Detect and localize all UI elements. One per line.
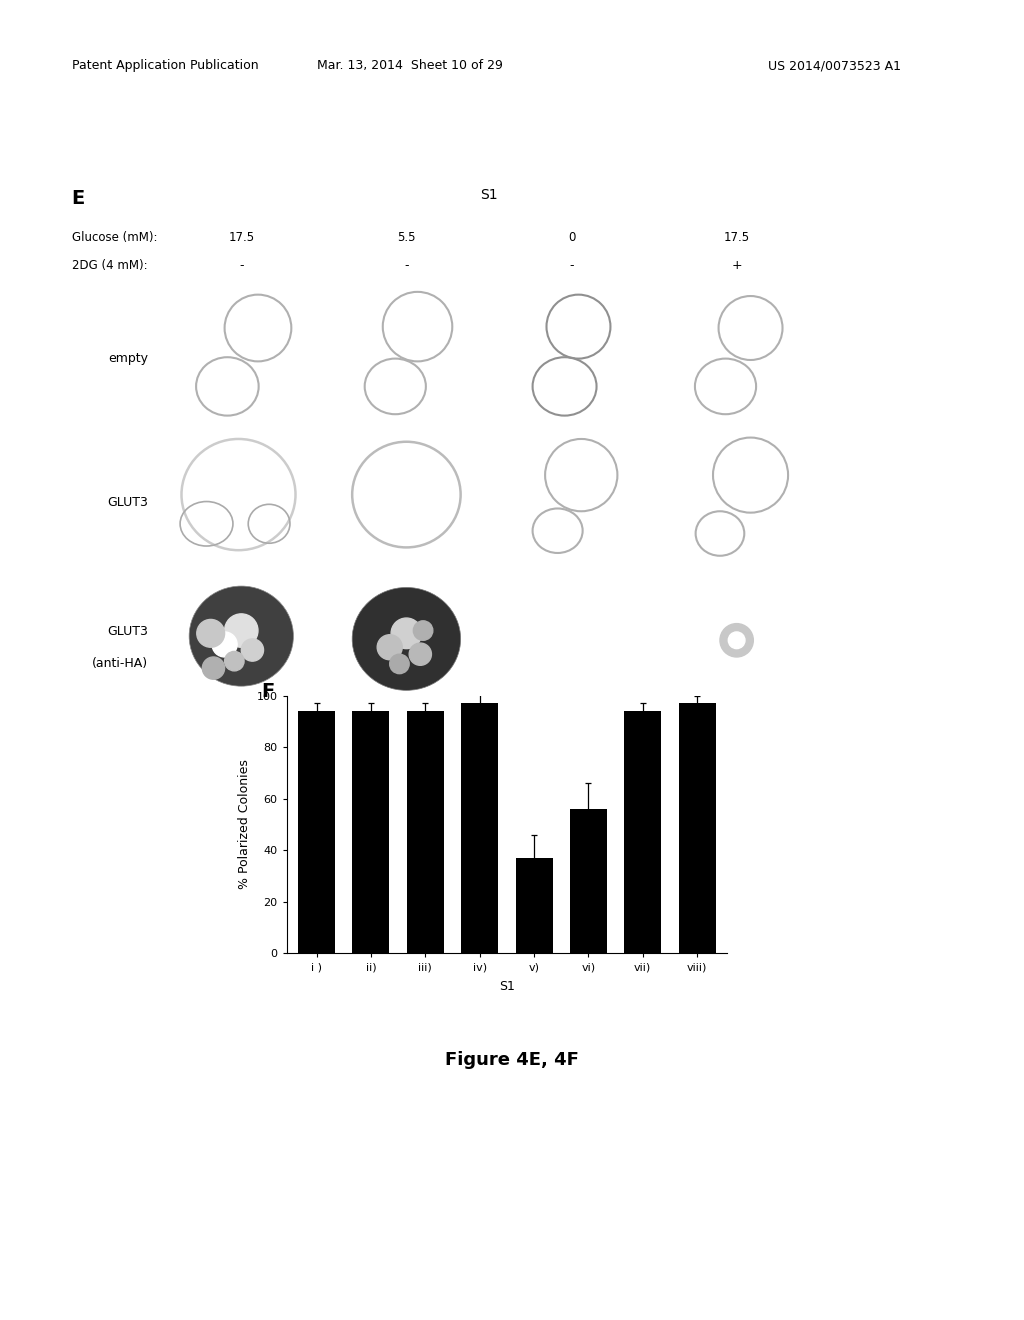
Text: GLUT3: GLUT3 xyxy=(108,496,148,510)
Circle shape xyxy=(720,623,754,657)
Bar xyxy=(570,809,607,953)
Ellipse shape xyxy=(189,586,294,686)
Circle shape xyxy=(728,632,745,648)
Circle shape xyxy=(197,619,224,647)
Circle shape xyxy=(410,643,431,665)
Text: i): i) xyxy=(177,294,184,305)
Y-axis label: % Polarized Colonies: % Polarized Colonies xyxy=(239,759,251,890)
Bar xyxy=(625,711,662,953)
Bar xyxy=(352,711,389,953)
Circle shape xyxy=(224,614,258,647)
Text: S1: S1 xyxy=(480,187,498,202)
Text: viii): viii) xyxy=(673,440,692,449)
Text: iii): iii) xyxy=(508,294,520,305)
Bar xyxy=(515,858,553,953)
Bar xyxy=(298,711,335,953)
Text: 5.5: 5.5 xyxy=(397,231,416,244)
Text: -: - xyxy=(569,259,573,272)
Text: ii): ii) xyxy=(342,294,352,305)
Text: GLUT3: GLUT3 xyxy=(108,624,148,638)
Text: 17.5: 17.5 xyxy=(228,231,254,244)
Bar xyxy=(407,711,443,953)
Bar xyxy=(679,704,716,953)
Text: +: + xyxy=(731,259,742,272)
Text: v): v) xyxy=(177,440,187,449)
Text: 0: 0 xyxy=(568,231,575,244)
Circle shape xyxy=(390,655,410,673)
Text: Figure 4E, 4F: Figure 4E, 4F xyxy=(445,1051,579,1069)
Text: F: F xyxy=(261,682,274,701)
Text: vi): vi) xyxy=(342,440,355,449)
Text: iv): iv) xyxy=(673,294,686,305)
Text: 17.5: 17.5 xyxy=(724,231,750,244)
Circle shape xyxy=(377,635,402,660)
Circle shape xyxy=(224,651,244,671)
Text: vii): vii) xyxy=(508,440,523,449)
Text: empty: empty xyxy=(109,352,148,366)
Text: S1: S1 xyxy=(499,979,515,993)
Circle shape xyxy=(212,632,238,657)
Text: Glucose (mM):: Glucose (mM): xyxy=(72,231,157,244)
Circle shape xyxy=(391,618,422,648)
Text: Mar. 13, 2014  Sheet 10 of 29: Mar. 13, 2014 Sheet 10 of 29 xyxy=(316,59,503,73)
Bar xyxy=(461,704,499,953)
Text: (anti-HA): (anti-HA) xyxy=(92,656,148,669)
Text: Patent Application Publication: Patent Application Publication xyxy=(72,59,258,73)
Text: 2DG (4 mM):: 2DG (4 mM): xyxy=(72,259,147,272)
Circle shape xyxy=(203,657,224,680)
Text: US 2014/0073523 A1: US 2014/0073523 A1 xyxy=(768,59,901,73)
Text: -: - xyxy=(404,259,409,272)
Ellipse shape xyxy=(352,587,461,690)
Circle shape xyxy=(242,639,263,661)
Circle shape xyxy=(414,620,433,640)
Text: E: E xyxy=(72,189,85,207)
Text: -: - xyxy=(239,259,244,272)
